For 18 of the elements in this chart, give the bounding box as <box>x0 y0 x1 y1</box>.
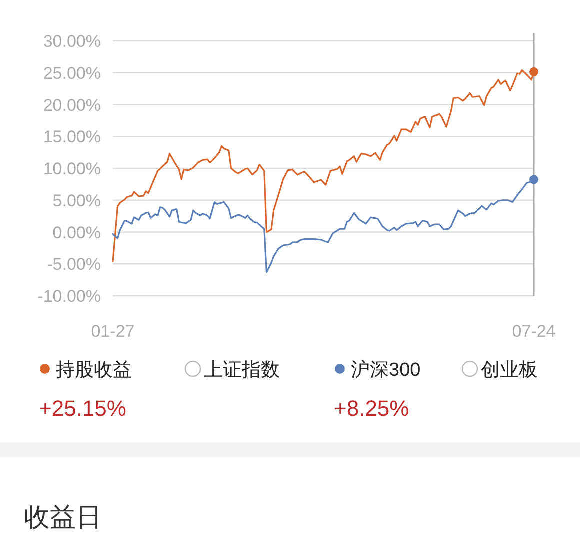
text: +8.25% <box>334 396 410 421</box>
y-tick-label: -10.00% <box>38 287 101 306</box>
y-tick-label: 30.00% <box>43 32 101 51</box>
y-tick-label: 15.00% <box>43 128 101 147</box>
legend-label: 沪深300 <box>351 359 421 381</box>
x-tick-label: 01-27 <box>91 322 135 341</box>
y-tick-label: 10.00% <box>43 160 101 178</box>
x-tick-label: 07-24 <box>512 322 556 341</box>
text: 收益日 <box>24 502 102 532</box>
legend-label: 创业板 <box>481 360 538 381</box>
y-tick-label: 5.00% <box>52 191 101 210</box>
y-tick-label: 20.00% <box>43 96 101 115</box>
y-tick-label: 25.00% <box>43 64 101 83</box>
legend-label: 上证指数 <box>204 360 280 381</box>
y-tick-label: -5.00% <box>47 255 101 274</box>
legend-label: 持股收益 <box>56 360 132 381</box>
text: +25.15% <box>39 396 126 421</box>
y-tick-label: 0.00% <box>52 223 101 242</box>
